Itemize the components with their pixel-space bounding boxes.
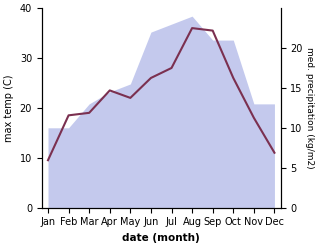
Y-axis label: max temp (C): max temp (C) — [4, 74, 14, 142]
Y-axis label: med. precipitation (kg/m2): med. precipitation (kg/m2) — [305, 47, 314, 169]
X-axis label: date (month): date (month) — [122, 233, 200, 243]
